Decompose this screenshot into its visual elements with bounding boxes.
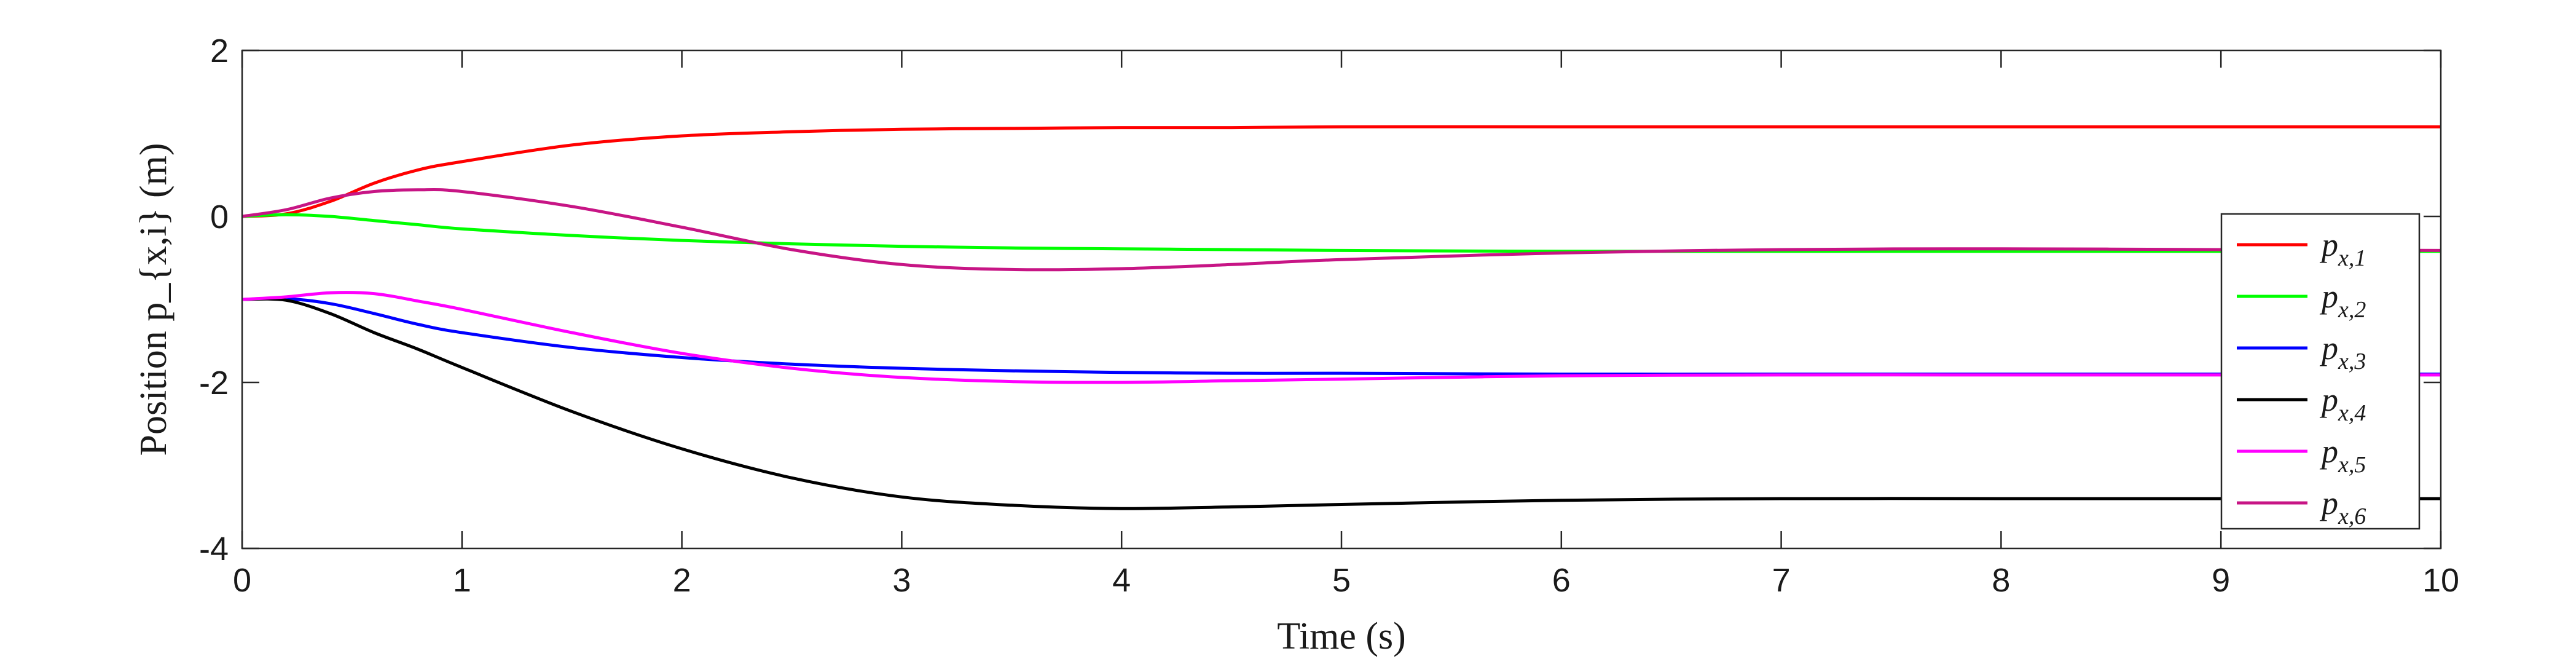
series-line-1: [242, 125, 2441, 218]
legend-label-3: px,3: [2319, 330, 2366, 374]
legend-label-main: p: [2319, 226, 2338, 263]
x-tick-label: 1: [453, 562, 471, 599]
legend-label-2: px,2: [2319, 278, 2366, 323]
legend-label-sub: x,1: [2338, 245, 2366, 271]
legend-label-1: px,1: [2319, 226, 2366, 271]
x-tick-label: 8: [1992, 562, 2010, 599]
legend-label-5: px,5: [2319, 433, 2366, 478]
x-tick-label: 4: [1112, 562, 1131, 599]
plot-area: [242, 50, 2441, 548]
series-line-4: [242, 297, 2441, 510]
y-axis-label-text: Position p_{x,i} (m): [133, 143, 175, 456]
x-tick-label: 3: [892, 562, 911, 599]
legend-label-sub: x,6: [2338, 504, 2366, 529]
legend-label-sub: x,2: [2338, 297, 2366, 323]
x-tick-label: 2: [673, 562, 691, 599]
x-axis-label-text: Time (s): [1277, 615, 1406, 657]
x-tick-label: 6: [1552, 562, 1571, 599]
y-tick-label: 2: [210, 33, 229, 69]
series-line-6: [242, 188, 2441, 272]
legend-label-sub: x,4: [2338, 400, 2366, 426]
legend: px,1px,2px,3px,4px,5px,6: [2220, 213, 2421, 530]
y-axis-label: Position p_{x,i} (m): [133, 143, 175, 456]
legend-label-main: p: [2319, 330, 2338, 366]
x-tick-label: 5: [1332, 562, 1351, 599]
legend-label-main: p: [2319, 484, 2338, 521]
legend-label-sub: x,3: [2338, 349, 2366, 374]
x-tick-label: 7: [1772, 562, 1791, 599]
legend-label-main: p: [2319, 433, 2338, 470]
y-tick-label: -2: [199, 365, 229, 401]
legend-label-main: p: [2319, 381, 2338, 418]
series-line-5: [242, 291, 2441, 384]
legend-label-main: p: [2319, 278, 2338, 315]
x-axis-label: Time (s): [1277, 615, 1406, 657]
x-tick-labels: 0 1 2 3 4 5 6 7 8 9 10: [233, 562, 2459, 599]
y-tick-label: 0: [210, 199, 229, 235]
series-line-2: [242, 213, 2441, 253]
plot-frame: [241, 49, 2442, 550]
legend-label-sub: x,5: [2338, 452, 2366, 478]
x-tick-label: 10: [2422, 562, 2459, 599]
x-tick-label: 9: [2212, 562, 2230, 599]
legend-label-6: px,6: [2319, 484, 2366, 529]
x-tick-label: 0: [233, 562, 251, 599]
legend-box: [2220, 213, 2421, 530]
y-tick-label: -4: [199, 531, 229, 567]
legend-label-4: px,4: [2319, 381, 2366, 426]
y-tick-labels: 2 0 -2 -4: [199, 33, 229, 567]
series-lines: [242, 125, 2441, 510]
